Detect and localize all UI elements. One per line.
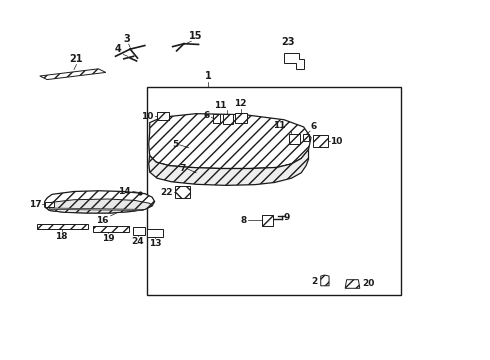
Text: 24: 24 <box>131 237 144 246</box>
Text: 15: 15 <box>189 31 202 41</box>
Polygon shape <box>40 69 106 80</box>
Polygon shape <box>147 229 163 237</box>
Polygon shape <box>262 215 273 226</box>
Polygon shape <box>133 227 145 234</box>
Polygon shape <box>303 134 309 141</box>
Text: 11: 11 <box>214 101 227 110</box>
Text: 1: 1 <box>205 71 212 81</box>
Polygon shape <box>45 191 155 213</box>
Polygon shape <box>321 275 329 286</box>
Polygon shape <box>175 186 190 198</box>
Text: 22: 22 <box>160 188 172 197</box>
Polygon shape <box>149 149 309 185</box>
Text: 6: 6 <box>311 122 317 131</box>
Polygon shape <box>345 280 360 288</box>
Text: 10: 10 <box>331 137 343 146</box>
Bar <box>147 87 401 295</box>
Text: 6: 6 <box>203 111 210 120</box>
Text: 16: 16 <box>96 216 108 225</box>
Polygon shape <box>289 134 300 144</box>
Text: 5: 5 <box>172 140 178 149</box>
Polygon shape <box>223 114 233 125</box>
Text: 11: 11 <box>273 121 286 130</box>
Text: 23: 23 <box>281 37 295 47</box>
Text: 18: 18 <box>55 232 68 241</box>
Polygon shape <box>213 114 220 123</box>
Text: 13: 13 <box>149 239 161 248</box>
Text: 9: 9 <box>283 213 290 222</box>
Polygon shape <box>37 224 88 229</box>
Polygon shape <box>46 199 152 213</box>
Polygon shape <box>235 113 247 123</box>
Text: 4: 4 <box>115 44 122 54</box>
Polygon shape <box>314 135 328 147</box>
Text: 19: 19 <box>102 234 115 243</box>
Text: 12: 12 <box>234 99 246 108</box>
Text: 7: 7 <box>179 164 185 173</box>
Polygon shape <box>49 208 145 211</box>
Polygon shape <box>149 114 311 168</box>
Polygon shape <box>45 202 54 207</box>
Polygon shape <box>284 53 304 69</box>
Polygon shape <box>93 226 129 231</box>
Text: 2: 2 <box>311 276 318 285</box>
Text: 10: 10 <box>141 112 154 121</box>
Polygon shape <box>157 112 169 120</box>
Text: 8: 8 <box>240 216 246 225</box>
Text: 20: 20 <box>362 279 375 288</box>
Text: 14: 14 <box>119 187 131 196</box>
Text: 21: 21 <box>70 54 83 64</box>
Text: 17: 17 <box>28 200 41 209</box>
Text: 3: 3 <box>123 34 130 44</box>
